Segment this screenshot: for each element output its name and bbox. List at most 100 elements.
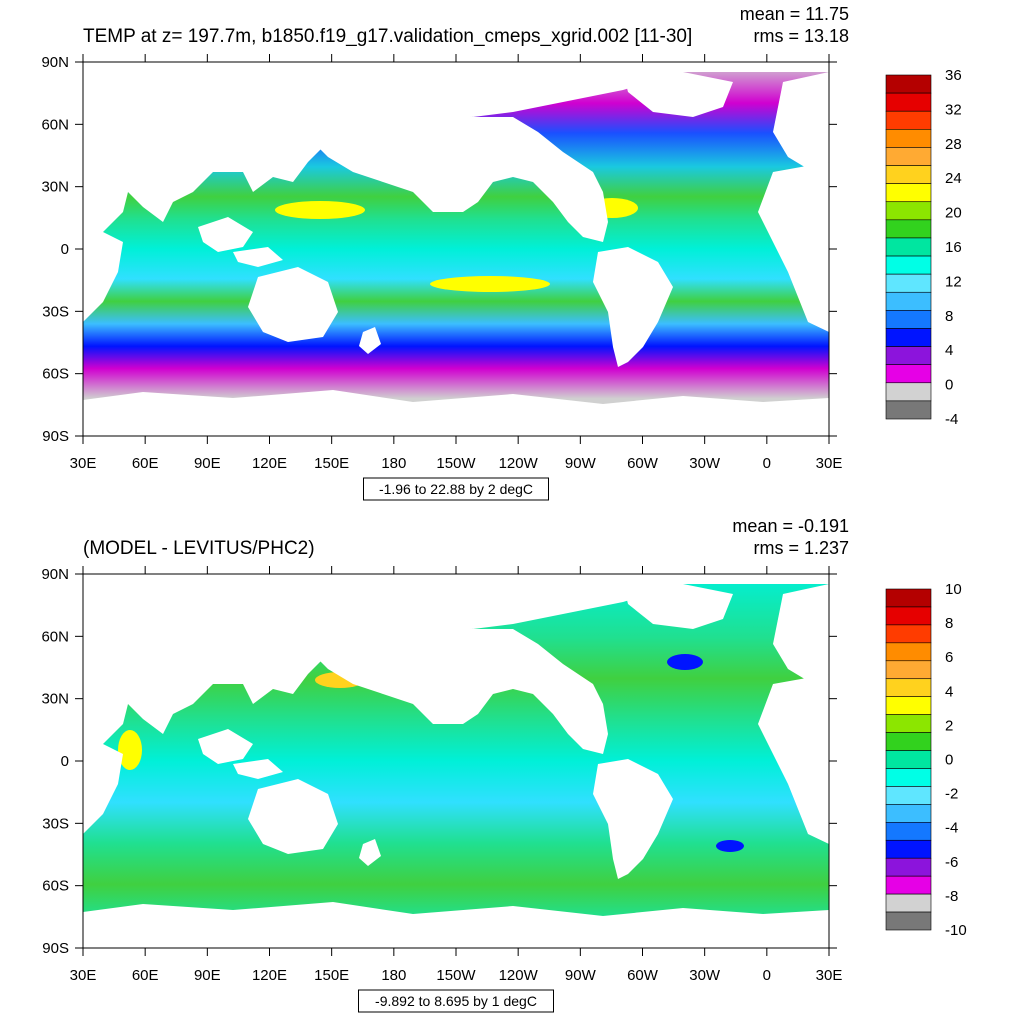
y-tick-label: 30S — [42, 303, 69, 320]
colorbar-box — [885, 588, 932, 608]
mean-stat: mean = 11.75 — [740, 4, 849, 24]
colorbar-box — [885, 678, 932, 697]
colorbar-box — [885, 750, 932, 769]
colorbar-box — [885, 660, 932, 680]
colorbar-box — [885, 201, 932, 221]
colorbar-box — [885, 273, 932, 293]
warm-pool-pacific — [430, 276, 550, 292]
colorbar-box — [885, 606, 932, 626]
y-tick-label: 90S — [42, 940, 69, 957]
colorbar-box — [885, 804, 932, 823]
y-tick-label: 60N — [41, 628, 69, 645]
y-tick-label: 0 — [61, 753, 69, 770]
x-tick-label: 30W — [689, 967, 721, 984]
colorbar-box — [885, 400, 932, 420]
anomaly-warm-2 — [118, 730, 142, 770]
colorbar-box — [885, 165, 932, 184]
colorbar-box — [885, 255, 932, 275]
colorbar-label: -4 — [945, 411, 958, 428]
y-tick-label: 0 — [61, 241, 69, 258]
colorbar-box — [885, 291, 932, 311]
colorbar-box — [885, 74, 932, 94]
mean-stat: mean = -0.191 — [732, 516, 849, 536]
x-tick-label: 30W — [689, 455, 721, 472]
colorbar-label: 0 — [945, 377, 953, 394]
colorbar-box — [885, 237, 932, 257]
colorbar-label: 12 — [945, 273, 962, 290]
y-tick-label: 90N — [41, 54, 69, 71]
colorbar-label: -6 — [945, 854, 958, 871]
colorbar-label: 4 — [945, 342, 953, 359]
colorbar-box — [885, 624, 932, 644]
colorbar-box — [885, 857, 932, 877]
colorbar-label: 2 — [945, 717, 953, 734]
y-tick-label: 60S — [42, 878, 69, 895]
panel-title: TEMP at z= 197.7m, b1850.f19_g17.validat… — [83, 26, 692, 47]
colorbar-label: 0 — [945, 752, 953, 769]
x-tick-label: 150W — [436, 455, 476, 472]
x-tick-label: 90E — [194, 455, 221, 472]
x-tick-label: 90W — [565, 967, 597, 984]
y-tick-label: 30N — [41, 179, 69, 196]
contour-info-box — [363, 477, 549, 501]
colorbar-box — [885, 219, 932, 239]
x-tick-label: 150W — [436, 967, 476, 984]
panel-title: (MODEL - LEVITUS/PHC2) — [83, 538, 315, 559]
x-tick-label: 0 — [763, 455, 771, 472]
colorbar-label: -8 — [945, 888, 958, 905]
y-tick-label: 60S — [42, 366, 69, 383]
colorbar-box — [885, 642, 932, 662]
y-tick-label: 60N — [41, 116, 69, 133]
y-tick-label: 30N — [41, 691, 69, 708]
colorbar-label: -4 — [945, 820, 958, 837]
colorbar-box — [885, 714, 932, 733]
colorbar-label: -2 — [945, 786, 958, 803]
map-panel-2: 30E 60E 90E 120E 150E 180 150W 120W 90W 60W 30W 0 30… — [41, 516, 967, 1013]
colorbar-box — [885, 911, 932, 931]
colorbar-label: 32 — [945, 101, 962, 118]
colorbar: 36 32 28 24 20 16 12 8 4 0 -4 — [885, 67, 962, 428]
contour-info-text: -9.892 to 8.695 by 1 degC — [375, 993, 537, 1009]
warm-pool-kuroshio — [275, 201, 365, 219]
colorbar-box — [885, 328, 932, 347]
colorbar-box — [885, 310, 932, 329]
x-tick-label: 30E — [816, 967, 843, 984]
colorbar-box — [885, 382, 932, 402]
rms-stat: rms = 1.237 — [753, 538, 849, 558]
x-tick-label: 60E — [132, 455, 159, 472]
colorbar-label: 10 — [945, 581, 962, 598]
x-tick-label: 30E — [70, 967, 97, 984]
rms-stat: rms = 13.18 — [753, 26, 849, 46]
x-tick-label: 30E — [70, 455, 97, 472]
colorbar-box — [885, 183, 932, 203]
x-tick-label: 120E — [252, 967, 287, 984]
colorbar-box — [885, 147, 932, 166]
x-tick-label: 180 — [381, 967, 406, 984]
x-tick-label: 30E — [816, 455, 843, 472]
x-tick-label: 150E — [314, 967, 349, 984]
y-tick-label: 90N — [41, 566, 69, 583]
colorbar-box — [885, 768, 932, 787]
colorbar-box — [885, 875, 932, 895]
colorbar-label: 28 — [945, 136, 962, 153]
x-tick-label: 120W — [499, 455, 539, 472]
colorbar-box — [885, 696, 932, 715]
colorbar-label: 24 — [945, 170, 962, 187]
anomaly-cold-2 — [716, 840, 744, 852]
colorbar-label: 4 — [945, 683, 953, 700]
x-tick-label: 90W — [565, 455, 597, 472]
colorbar-box — [885, 839, 932, 859]
y-tick-label: 90S — [42, 428, 69, 445]
x-tick-label: 150E — [314, 455, 349, 472]
contour-info-text: -1.96 to 22.88 by 2 degC — [379, 481, 533, 497]
contour-info-box — [358, 989, 554, 1013]
y-tick-label: 30S — [42, 815, 69, 832]
colorbar-box — [885, 732, 932, 751]
anomaly-cold-1 — [667, 654, 703, 670]
x-tick-label: 120E — [252, 455, 287, 472]
colorbar-box — [885, 893, 932, 913]
x-tick-label: 60W — [627, 967, 659, 984]
colorbar-label: 8 — [945, 308, 953, 325]
x-tick-label: 60W — [627, 455, 659, 472]
